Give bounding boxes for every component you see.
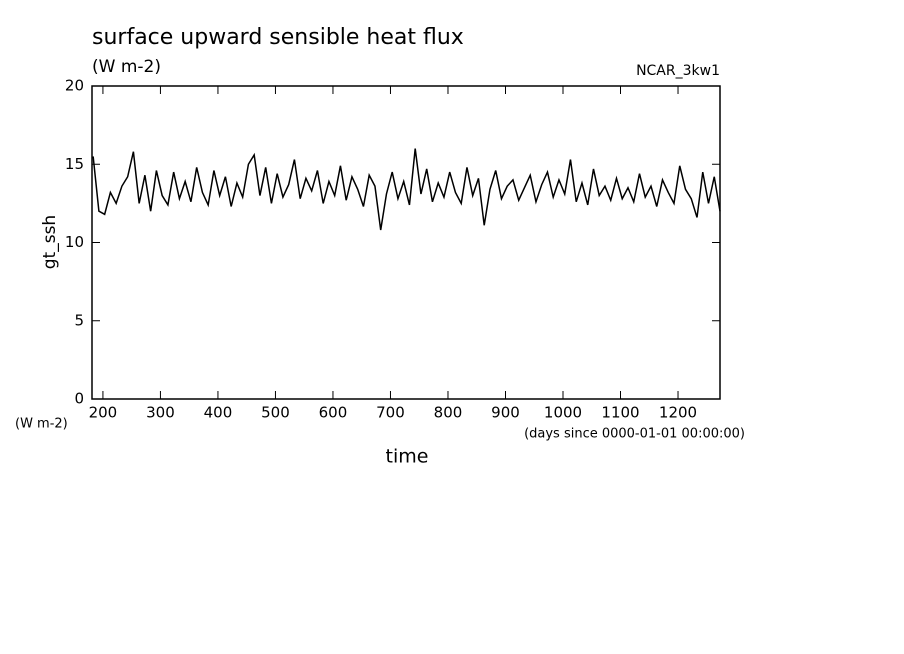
x-axis-units: (days since 0000-01-01 00:00:00) [524, 427, 745, 442]
x-tick-label: 400 [204, 404, 233, 422]
x-tick-label: 500 [261, 404, 290, 422]
x-tick-label: 1100 [601, 404, 639, 422]
y-tick-label: 15 [65, 155, 84, 173]
chart-title: surface upward sensible heat flux [92, 25, 464, 50]
x-tick-label: 900 [491, 404, 520, 422]
chart-subtitle: (W m-2) [92, 57, 161, 77]
y-tick-label: 20 [65, 77, 84, 95]
y-tick-label: 0 [74, 390, 84, 408]
x-axis-label: time [386, 446, 429, 468]
x-tick-label: 800 [434, 404, 463, 422]
x-tick-label: 600 [319, 404, 348, 422]
data-line [92, 148, 721, 231]
x-tick-label: 1000 [544, 404, 582, 422]
y-axis-label: gt_ssh [40, 215, 60, 269]
x-tick-label: 200 [89, 404, 118, 422]
y-tick-label: 5 [74, 311, 84, 329]
x-tick-label: 1200 [659, 404, 697, 422]
annotation: NCAR_3kw1 [636, 63, 720, 79]
y-axis-units: (W m-2) [15, 417, 68, 432]
plot-frame [91, 85, 721, 400]
x-tick-label: 300 [146, 404, 175, 422]
x-tick-label: 700 [376, 404, 405, 422]
y-tick-label: 10 [65, 233, 84, 251]
